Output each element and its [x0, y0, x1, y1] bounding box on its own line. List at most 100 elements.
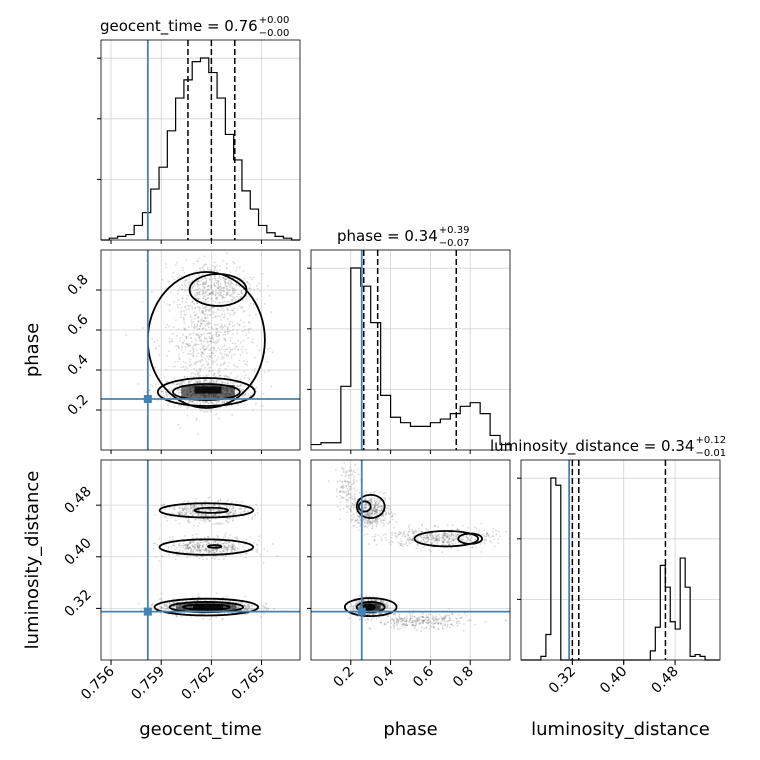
sample-point	[437, 621, 440, 624]
sample-point	[207, 497, 210, 500]
sample-point	[202, 291, 205, 293]
sample-point	[179, 336, 182, 339]
sample-point	[379, 612, 382, 615]
sample-point	[223, 315, 226, 318]
sample-point	[197, 317, 200, 319]
sample-point	[229, 350, 232, 353]
sample-point	[228, 284, 231, 287]
sample-point	[443, 617, 445, 620]
sample-point	[402, 623, 405, 626]
sample-point	[189, 315, 192, 318]
sample-point	[166, 396, 169, 398]
sample-point	[221, 327, 223, 330]
sample-point	[243, 508, 246, 511]
sample-point	[172, 365, 175, 368]
sample-point	[203, 599, 206, 602]
sample-point	[184, 548, 186, 551]
sample-point	[403, 620, 405, 622]
sample-point	[215, 380, 218, 383]
sample-point	[436, 618, 439, 621]
sample-point	[215, 616, 218, 619]
sample-point	[444, 624, 447, 627]
sample-point	[389, 619, 392, 622]
sample-point	[219, 499, 222, 502]
sample-point	[222, 543, 225, 545]
sample-point	[239, 306, 242, 309]
sample-point	[232, 509, 235, 512]
sample-point	[228, 346, 231, 349]
sample-point	[165, 604, 168, 607]
sample-point	[183, 288, 186, 291]
sample-point	[196, 549, 199, 552]
sample-point	[210, 284, 212, 286]
sample-point	[416, 620, 419, 622]
sample-point	[201, 504, 204, 507]
sample-point	[239, 385, 242, 387]
sample-point	[220, 547, 223, 550]
sample-point	[188, 508, 190, 511]
sample-point	[209, 510, 212, 512]
sample-point	[236, 385, 239, 388]
sample-point	[373, 613, 375, 616]
sample-point	[247, 603, 250, 605]
sample-point	[212, 269, 215, 272]
sample-point	[259, 553, 261, 556]
sample-point	[243, 403, 246, 406]
sample-point	[229, 546, 232, 549]
sample-point	[185, 551, 187, 553]
sample-point	[227, 330, 229, 333]
sample-point	[229, 505, 232, 508]
sample-point	[222, 356, 225, 359]
sample-point	[247, 606, 250, 608]
sample-point	[192, 504, 195, 507]
sample-point	[226, 292, 228, 294]
sample-point	[236, 332, 239, 335]
sample-point	[203, 332, 205, 335]
sample-point	[355, 608, 357, 611]
sample-point	[250, 278, 253, 281]
sample-point	[420, 619, 423, 622]
sample-point	[204, 328, 207, 331]
sample-point	[221, 356, 224, 359]
sample-point	[214, 301, 217, 304]
sample-point	[166, 355, 169, 357]
sample-point	[231, 548, 234, 551]
sample-point	[247, 295, 249, 298]
sample-point	[209, 332, 212, 335]
sample-point	[452, 624, 454, 627]
sample-point	[401, 625, 404, 628]
sample-point	[214, 557, 217, 560]
sample-point	[172, 544, 174, 547]
sample-point	[195, 555, 198, 558]
sample-point	[367, 613, 370, 616]
sample-point	[267, 370, 270, 372]
sample-point	[185, 336, 188, 339]
sample-point	[192, 509, 195, 511]
sample-point	[218, 505, 221, 507]
sample-point	[158, 344, 161, 347]
sample-point	[251, 338, 254, 341]
sample-point	[441, 617, 444, 620]
sample-point	[173, 508, 176, 511]
sample-point	[220, 509, 223, 512]
sample-point	[161, 504, 164, 507]
sample-point	[190, 320, 193, 323]
sample-point	[184, 305, 187, 308]
sample-point	[424, 616, 427, 619]
sample-point	[182, 544, 184, 547]
sample-point	[176, 292, 179, 295]
sample-point	[198, 335, 201, 338]
sample-point	[218, 338, 221, 341]
sample-point	[203, 612, 206, 615]
sample-point	[411, 621, 413, 624]
sample-point	[226, 542, 229, 545]
sample-point	[456, 620, 459, 623]
sample-point	[358, 601, 361, 604]
sample-point	[206, 355, 209, 358]
sample-point	[226, 300, 229, 303]
sample-point	[435, 621, 437, 624]
sample-point	[212, 341, 215, 344]
sample-point	[170, 338, 173, 341]
sample-point	[411, 615, 414, 617]
sample-point	[413, 627, 416, 629]
